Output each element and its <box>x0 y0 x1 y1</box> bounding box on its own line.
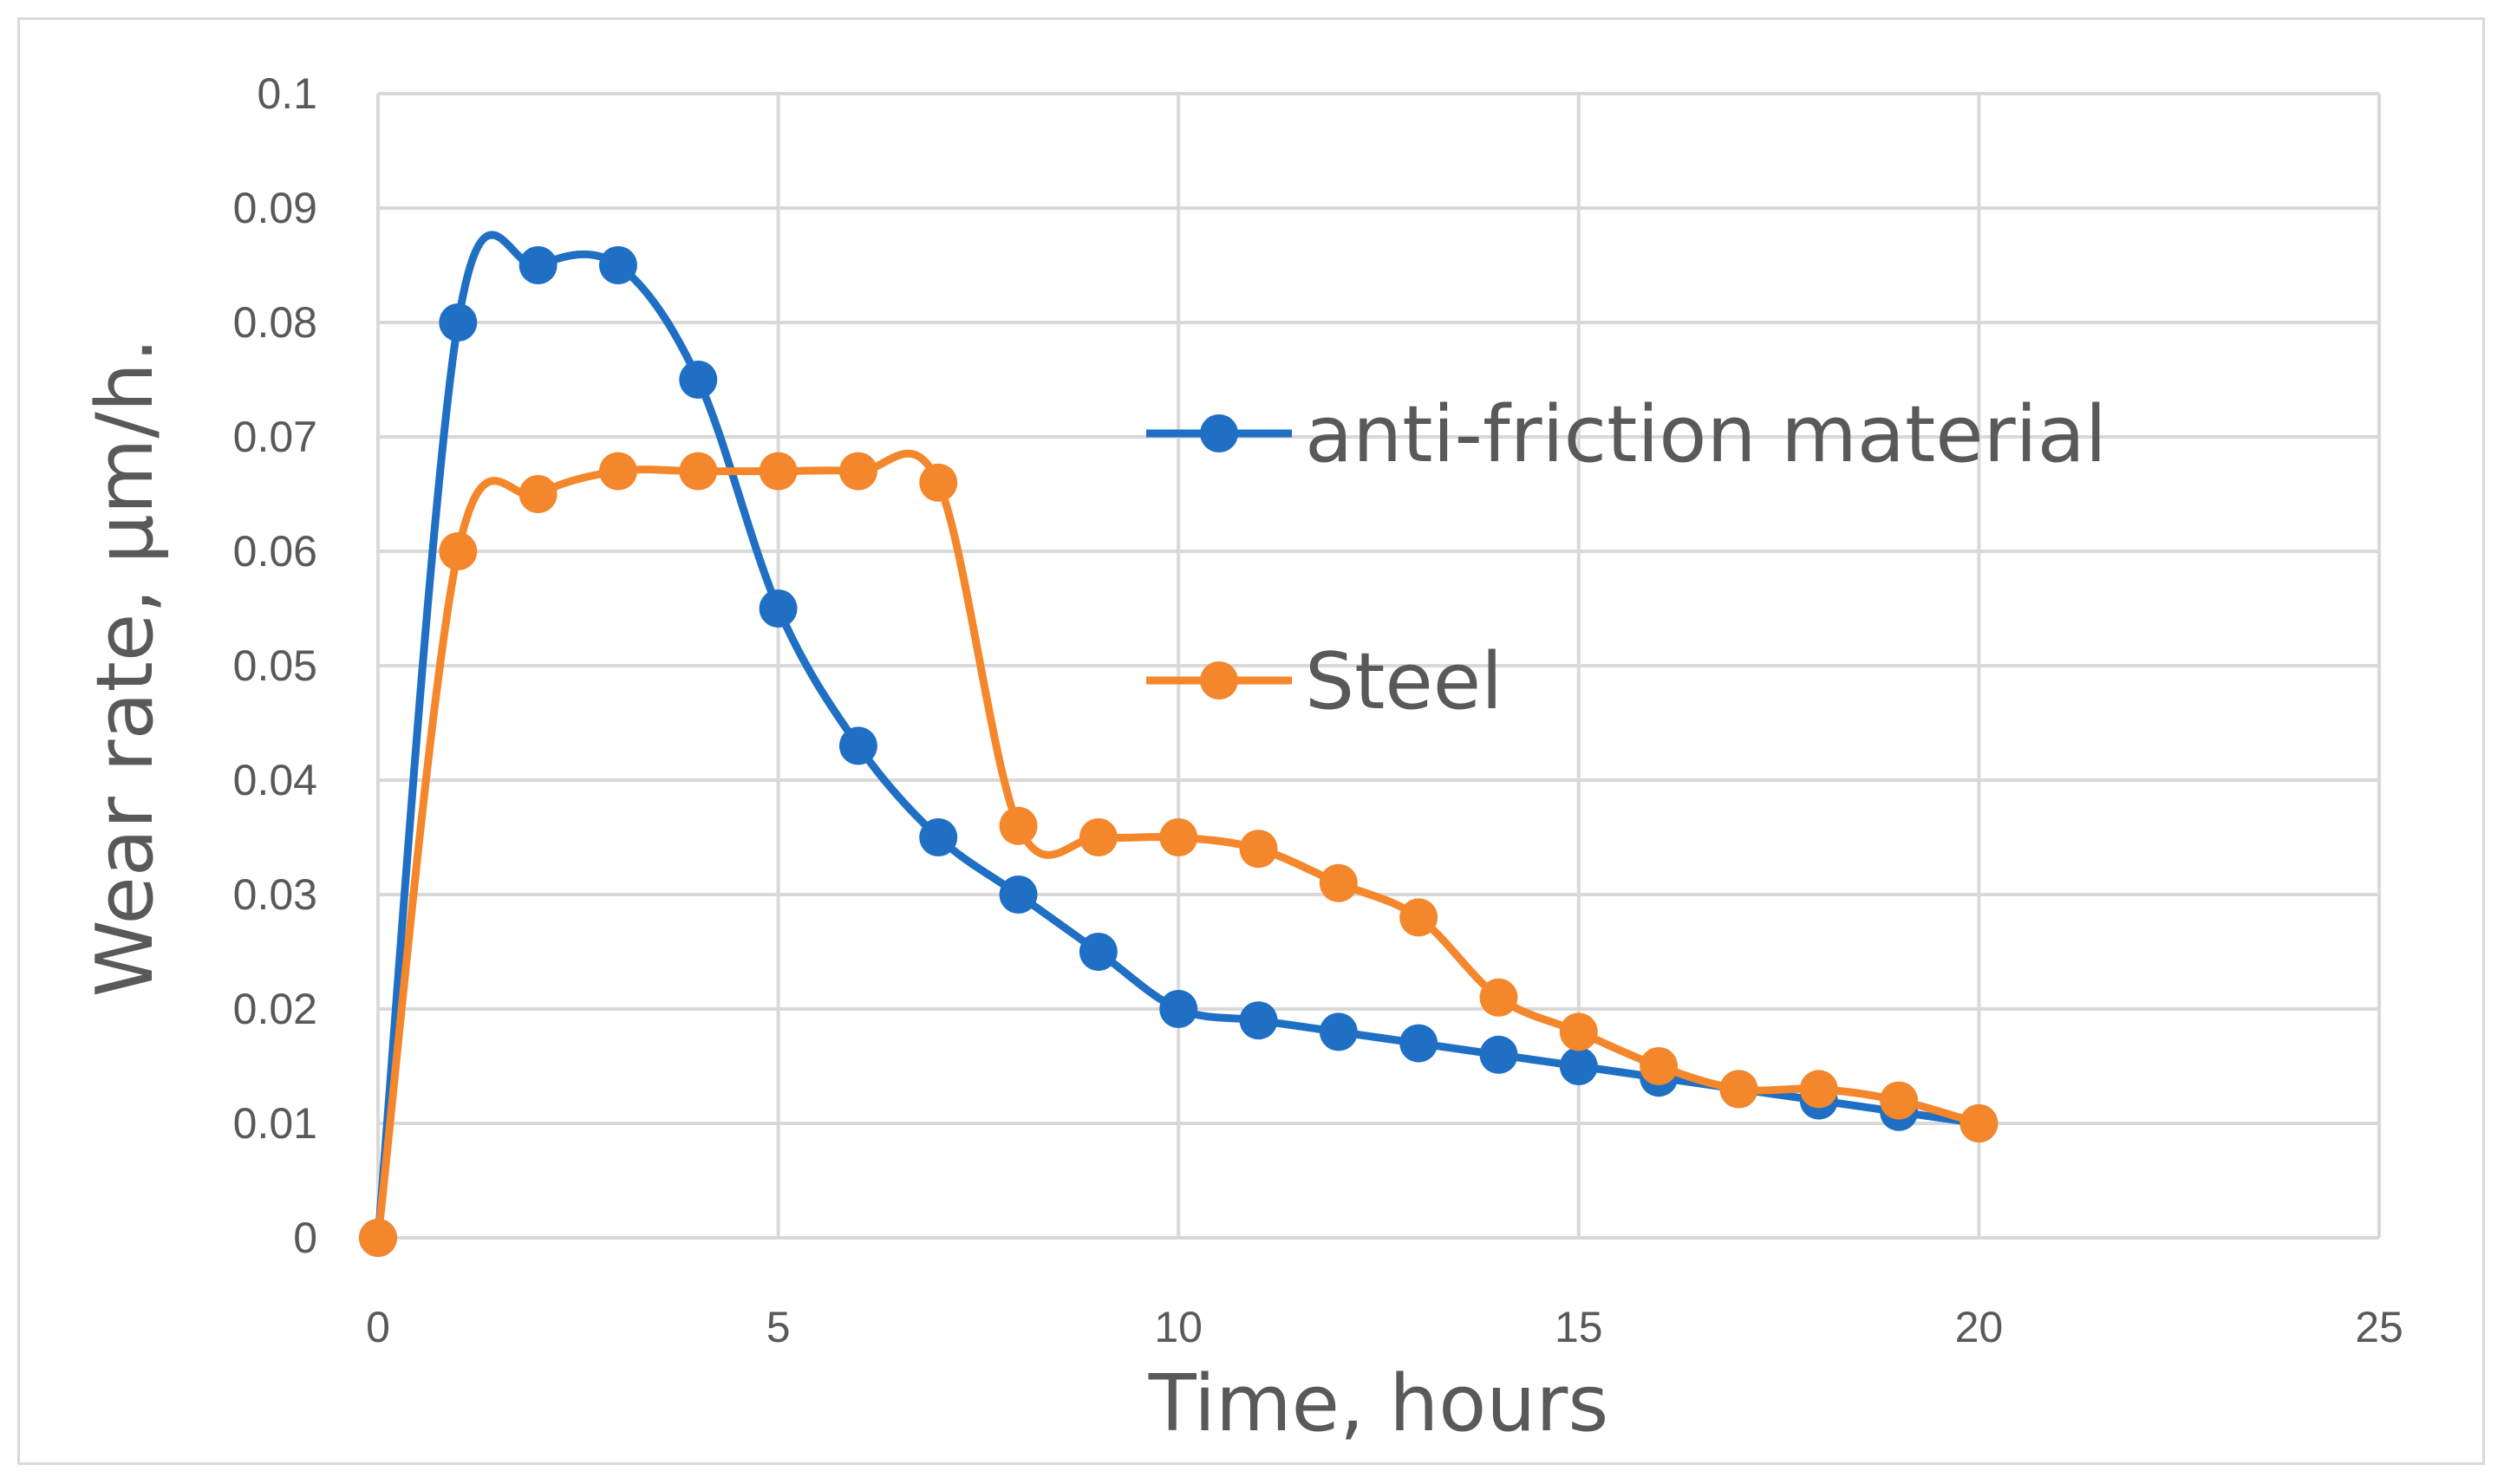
data-point <box>1399 898 1438 937</box>
x-tick-labels: 0 5 10 15 20 25 <box>366 1303 2403 1351</box>
data-point <box>1640 1047 1679 1085</box>
data-point <box>1319 1012 1358 1051</box>
data-point <box>518 246 558 284</box>
data-point <box>1479 1035 1518 1074</box>
data-point <box>1079 933 1118 971</box>
y-tick-label: 0.03 <box>233 870 317 919</box>
data-point <box>838 726 877 765</box>
series-lines <box>359 231 1999 1257</box>
y-tick-label: 0.06 <box>233 527 317 576</box>
data-point <box>1159 990 1198 1028</box>
y-axis-title: Wear rate, µm/h. <box>80 338 171 998</box>
legend-label: Steel <box>1305 636 1503 727</box>
x-tick-label: 0 <box>366 1303 390 1351</box>
axes <box>376 94 2379 1240</box>
data-point <box>1479 978 1518 1017</box>
data-point <box>1719 1070 1758 1109</box>
data-point <box>919 463 958 502</box>
data-point <box>598 246 637 284</box>
y-tick-label: 0 <box>293 1214 317 1262</box>
data-point <box>1319 863 1358 902</box>
y-tick-label: 0.01 <box>233 1099 317 1148</box>
data-point <box>759 589 798 628</box>
legend-label: anti-friction material <box>1305 389 2107 480</box>
y-tick-label: 0.1 <box>257 69 317 118</box>
legend-item: anti-friction material <box>1146 389 2107 480</box>
data-point <box>1399 1024 1438 1063</box>
data-point <box>1559 1012 1598 1051</box>
data-point <box>999 806 1038 845</box>
gridlines <box>378 92 2381 1238</box>
x-tick-label: 25 <box>2355 1303 2403 1351</box>
x-tick-label: 15 <box>1555 1303 1603 1351</box>
x-tick-label: 5 <box>766 1303 791 1351</box>
data-point <box>1239 830 1278 869</box>
data-point <box>439 303 478 342</box>
data-point <box>439 532 478 570</box>
data-point <box>1239 1001 1278 1040</box>
data-point <box>838 452 877 491</box>
y-tick-label: 0.07 <box>233 413 317 461</box>
data-point <box>679 361 718 399</box>
data-point <box>1159 818 1198 856</box>
x-axis-title: Time, hours <box>1148 1358 1609 1449</box>
data-point <box>999 875 1038 914</box>
y-tick-label: 0.04 <box>233 756 317 804</box>
data-point <box>1880 1081 1919 1120</box>
data-point <box>359 1219 397 1257</box>
data-point <box>679 452 718 491</box>
y-tick-label: 0.08 <box>233 298 317 347</box>
data-point <box>759 452 798 491</box>
data-point <box>1799 1070 1838 1109</box>
data-point <box>518 475 558 513</box>
legend-swatch-marker <box>1200 414 1238 452</box>
data-point <box>598 452 637 491</box>
x-tick-label: 10 <box>1154 1303 1203 1351</box>
y-tick-labels: 0 0.01 0.02 0.03 0.04 0.05 0.06 0.07 0.08 0.09 0.1 <box>233 69 317 1262</box>
legend-item: Steel <box>1146 636 1503 727</box>
data-point <box>1960 1104 1999 1142</box>
legend: anti-friction material Steel <box>1146 389 2107 727</box>
legend-swatch-marker <box>1200 661 1238 700</box>
y-tick-label: 0.09 <box>233 184 317 232</box>
y-tick-label: 0.05 <box>233 641 317 690</box>
data-point <box>1079 818 1118 856</box>
data-point <box>1559 1047 1598 1085</box>
y-tick-label: 0.02 <box>233 985 317 1033</box>
series-steel <box>359 449 1999 1257</box>
data-point <box>919 818 958 856</box>
x-tick-label: 20 <box>1955 1303 2004 1351</box>
